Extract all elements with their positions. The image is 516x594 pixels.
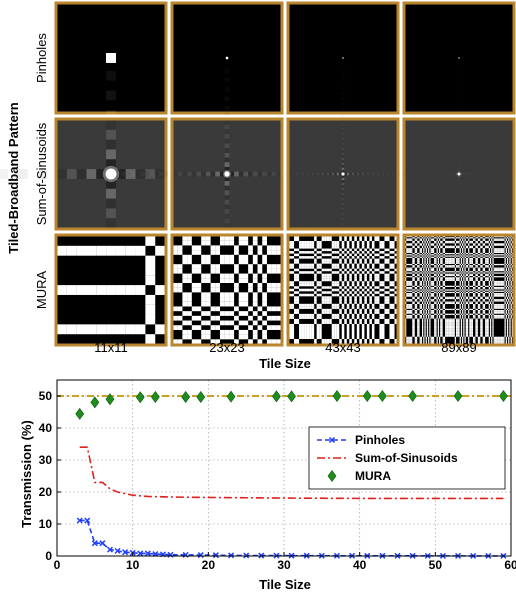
data-point (328, 436, 336, 444)
data-point (90, 396, 100, 409)
legend-box (308, 426, 506, 490)
x-tick-label: 50 (429, 558, 443, 572)
data-point (272, 390, 281, 403)
chart-legend: Pinholes Sum-of-Sinusoids MURA (308, 426, 506, 490)
series-sum-of-sinusoids (79, 446, 504, 500)
transmission-chart: 0 10 20 30 40 50 60 0 10 20 30 40 50 Transmission (%… (19, 379, 516, 592)
legend-item: Pinholes (317, 433, 405, 447)
column-label: 23x23 (209, 340, 244, 355)
x-tick-label: 10 (126, 558, 140, 572)
data-point (377, 389, 387, 403)
data-point (196, 390, 206, 403)
data-point (499, 389, 508, 403)
legend-item: MURA (327, 469, 391, 483)
x-tick-label: 20 (202, 558, 216, 572)
y-tick-label: 30 (39, 453, 53, 467)
data-point (105, 393, 115, 406)
pattern-tile-sinusoid-43 (286, 117, 400, 231)
pattern-tile-sinusoid-23 (158, 105, 296, 243)
data-point (408, 389, 418, 403)
pattern-tile-mura-23 (170, 233, 284, 347)
pattern-figure: Tiled-Broadband Pattern Pinholes Sum-of-S… (0, 1, 516, 371)
data-point (332, 389, 342, 403)
pattern-tile-mura-43 (286, 233, 400, 347)
data-point (181, 390, 191, 403)
legend-label: MURA (355, 469, 391, 483)
data-point (75, 407, 85, 420)
data-point (226, 390, 236, 403)
y-tick-label: 20 (39, 485, 53, 499)
data-point (99, 540, 106, 547)
x-tick-label: 60 (504, 558, 516, 572)
row-label: MURA (34, 271, 49, 310)
data-point (287, 390, 296, 403)
data-point (362, 389, 372, 403)
pattern-tile-pinhole-23 (170, 1, 284, 115)
row-label: Sum-of-Sinusoids (34, 122, 49, 225)
x-tick-label: 40 (353, 558, 367, 572)
x-tick-label: 0 (54, 558, 61, 572)
pattern-tile-pinhole-43 (286, 1, 400, 115)
data-point (91, 540, 98, 547)
data-point (122, 549, 129, 556)
data-point (228, 552, 235, 559)
data-point (150, 390, 160, 403)
data-point (84, 517, 91, 524)
pattern-tile-mura-11 (54, 233, 168, 347)
data-point (212, 552, 219, 559)
legend-label: Sum-of-Sinusoids (355, 451, 458, 465)
data-point (197, 552, 204, 559)
data-point (137, 550, 144, 557)
y-tick-label: 0 (45, 549, 52, 563)
pattern-tile-sinusoid-89 (402, 117, 516, 231)
x-tick-label: 30 (277, 558, 291, 572)
data-point (144, 550, 151, 557)
pattern-tile-pinhole-11 (54, 1, 168, 115)
data-point (76, 517, 83, 524)
y-tick-label: 10 (39, 517, 53, 531)
chart-ylabel: Transmission (%) (19, 420, 34, 528)
chart-xlabel: Tile Size (259, 577, 311, 592)
row-label: Pinholes (34, 33, 49, 83)
pattern-tile-mura-89 (402, 233, 516, 347)
column-label: 43x43 (325, 340, 360, 355)
y-tick-label: 50 (39, 389, 53, 403)
y-tick-label: 40 (39, 421, 53, 435)
data-point (453, 389, 463, 403)
column-label: 89x89 (441, 340, 476, 355)
pattern-tile-pinhole-89 (402, 1, 516, 115)
data-point (182, 551, 189, 558)
legend-label: Pinholes (355, 433, 405, 447)
group-axis-label: Tiled-Broadband Pattern (6, 102, 21, 254)
pattern-xlabel: Tile Size (259, 356, 311, 371)
data-point (327, 469, 337, 483)
data-point (106, 546, 113, 553)
data-point (114, 547, 121, 554)
legend-item: Sum-of-Sinusoids (317, 451, 458, 465)
series-line (79, 446, 504, 500)
plot-frame (56, 379, 512, 557)
data-point (135, 391, 145, 404)
column-label: 11x11 (94, 340, 128, 355)
series-mura (75, 389, 508, 420)
